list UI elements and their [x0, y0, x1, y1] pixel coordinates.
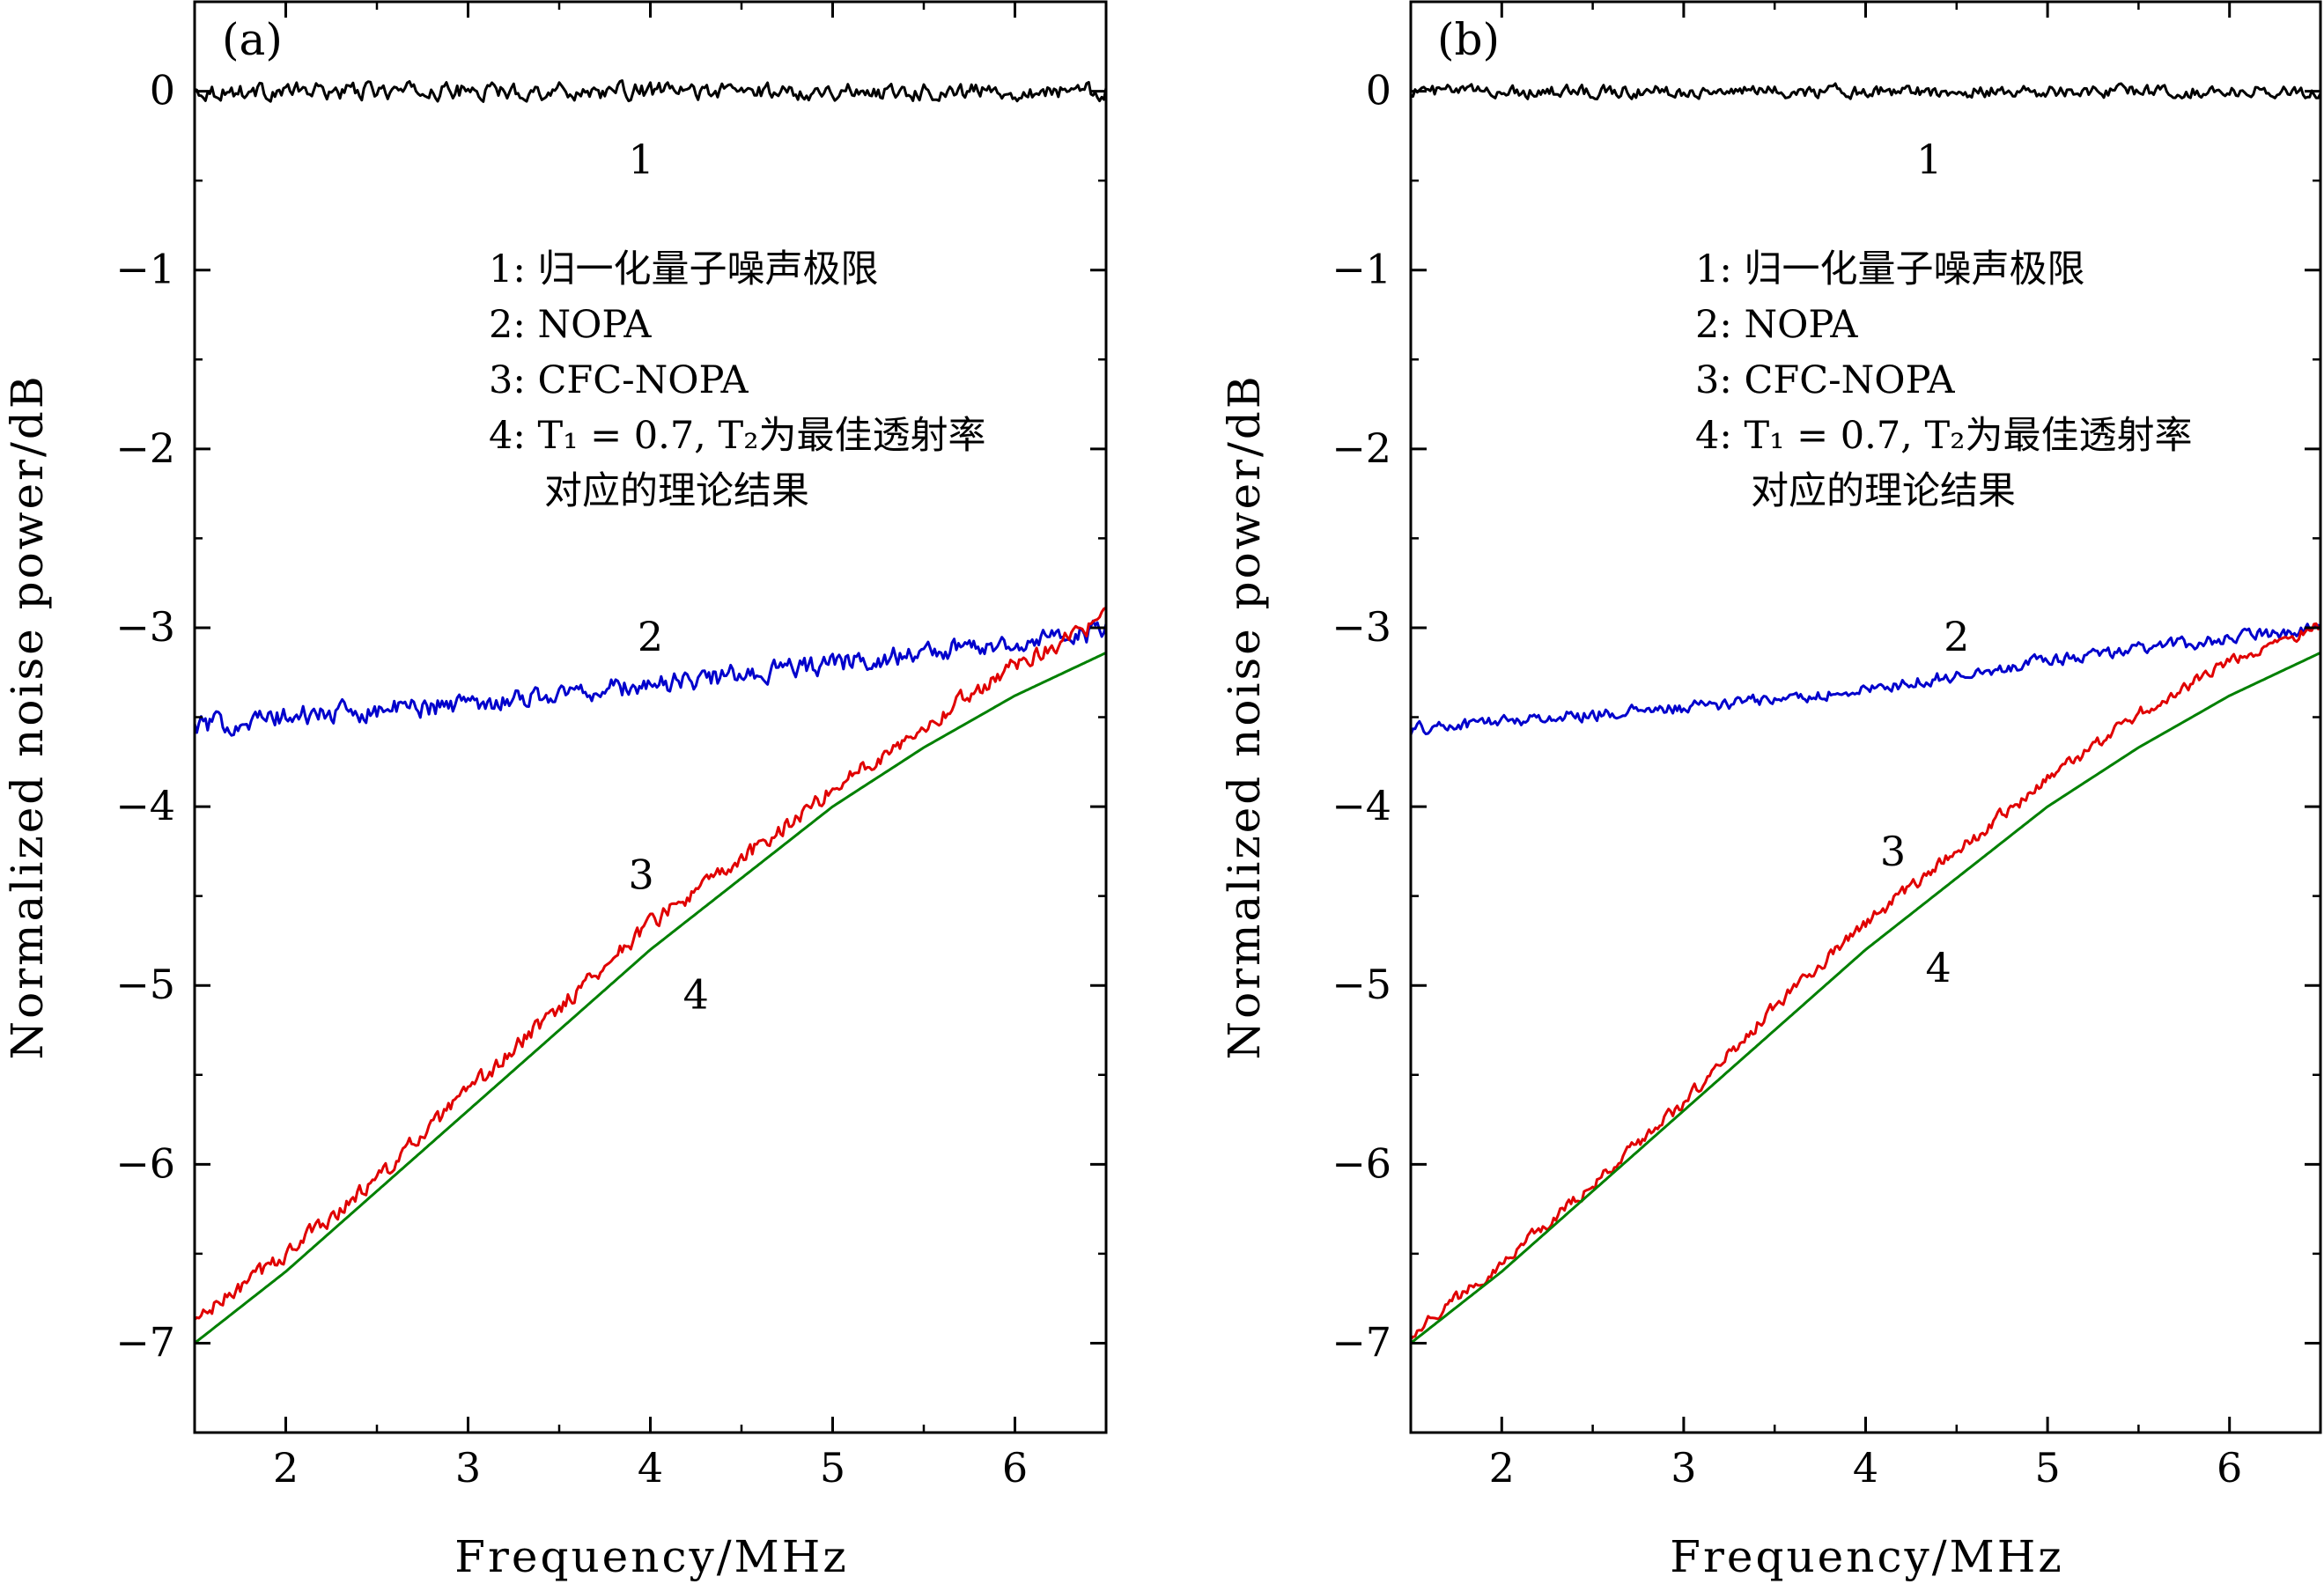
series-2-line — [1409, 623, 2321, 736]
y-tick-label: −2 — [1332, 424, 1391, 472]
y-tick-label: −7 — [115, 1318, 175, 1366]
series-3-line — [1409, 622, 2322, 1340]
panel-b: 2 3 4 5 6 0 −1 −2 −3 −4 −5 −6 −7 (b) Frequency/MHz N… — [1219, 0, 2322, 1582]
panel-a-ticks: 2 3 4 5 6 0 −1 −2 −3 −4 −5 −6 −7 — [115, 0, 1108, 1492]
curve-label-4: 4 — [683, 970, 709, 1018]
x-tick-label: 5 — [820, 1444, 845, 1492]
panel-a-x-axis-label: Frequency/MHz — [454, 1531, 848, 1582]
panel-a-legend-1: 1: 归一化量子噪声极限 — [489, 247, 879, 291]
series-2-line — [193, 619, 1108, 737]
x-tick-label: 2 — [1489, 1444, 1515, 1492]
panel-a: 2 3 4 5 6 0 −1 −2 −3 −4 −5 −6 −7 (a) Frequency/MHz N… — [2, 0, 1108, 1582]
panel-b-label: (b) — [1437, 14, 1500, 65]
y-tick-label: −3 — [115, 603, 175, 651]
x-tick-label: 6 — [1002, 1444, 1028, 1492]
panel-b-legend-3: 3: CFC-NOPA — [1695, 358, 1956, 402]
panel-b-legend-1: 1: 归一化量子噪声极限 — [1695, 247, 2085, 291]
curve-label-3: 3 — [629, 851, 654, 898]
panel-b-x-axis-label: Frequency/MHz — [1670, 1531, 2063, 1582]
curve-label-1: 1 — [629, 136, 654, 183]
panel-b-legend-4: 4: T₁ = 0.7, T₂为最佳透射率 — [1695, 414, 2192, 458]
panel-a-legend-4-cont: 对应的理论结果 — [544, 469, 809, 513]
y-tick-label: −5 — [115, 961, 175, 1008]
y-tick-label: −5 — [1332, 961, 1391, 1008]
curve-label-2: 2 — [638, 613, 663, 660]
series-1-line — [1410, 82, 2322, 100]
panel-a-legend: 1: 归一化量子噪声极限 2: NOPA 3: CFC-NOPA 4: T₁ =… — [489, 247, 985, 513]
y-tick-label: −2 — [115, 424, 175, 472]
y-tick-label: −7 — [1332, 1318, 1391, 1366]
y-tick-label: −1 — [1332, 246, 1391, 293]
panel-b-legend: 1: 归一化量子噪声极限 2: NOPA 3: CFC-NOPA 4: T₁ =… — [1695, 247, 2192, 513]
panel-b-plot-frame — [1409, 0, 2322, 1434]
panel-b-ticks: 2 3 4 5 6 0 −1 −2 −3 −4 −5 −6 −7 — [1332, 0, 2322, 1492]
y-tick-label: 0 — [1366, 67, 1391, 114]
series-4-line — [194, 652, 1107, 1345]
x-tick-label: 3 — [1671, 1444, 1696, 1492]
series-4-line — [1410, 652, 2321, 1345]
panel-a-legend-2: 2: NOPA — [489, 303, 652, 347]
y-tick-label: −4 — [115, 782, 175, 829]
y-tick-label: −4 — [1332, 782, 1391, 829]
x-tick-label: 4 — [638, 1444, 663, 1492]
x-tick-label: 5 — [2034, 1444, 2060, 1492]
panel-b-legend-4-cont: 对应的理论结果 — [1751, 469, 2016, 513]
curve-label-3: 3 — [1880, 828, 1906, 875]
y-tick-label: −1 — [115, 246, 175, 293]
series-3-line — [193, 606, 1107, 1321]
series-1-line — [194, 79, 1108, 103]
y-tick-label: −6 — [115, 1139, 175, 1187]
panel-a-legend-3: 3: CFC-NOPA — [489, 358, 749, 402]
x-tick-label: 6 — [2217, 1444, 2242, 1492]
curve-label-2: 2 — [1944, 613, 1969, 660]
panel-b-curves — [1409, 82, 2322, 1345]
panel-b-legend-2: 2: NOPA — [1695, 303, 1858, 347]
x-tick-label: 3 — [455, 1444, 481, 1492]
y-tick-label: 0 — [150, 67, 175, 114]
curve-label-4: 4 — [1925, 944, 1951, 991]
x-tick-label: 4 — [1853, 1444, 1878, 1492]
panel-a-label: (a) — [222, 14, 283, 65]
y-tick-label: −6 — [1332, 1139, 1391, 1187]
panel-a-legend-4: 4: T₁ = 0.7, T₂为最佳透射率 — [489, 414, 985, 458]
curve-label-1: 1 — [1916, 136, 1942, 183]
y-tick-label: −3 — [1332, 603, 1391, 651]
panel-a-y-axis-label: Normalized noise power/dB — [2, 373, 53, 1059]
x-tick-label: 2 — [273, 1444, 299, 1492]
panel-b-y-axis-label: Normalized noise power/dB — [1219, 373, 1270, 1059]
panel-a-curves — [193, 79, 1108, 1345]
